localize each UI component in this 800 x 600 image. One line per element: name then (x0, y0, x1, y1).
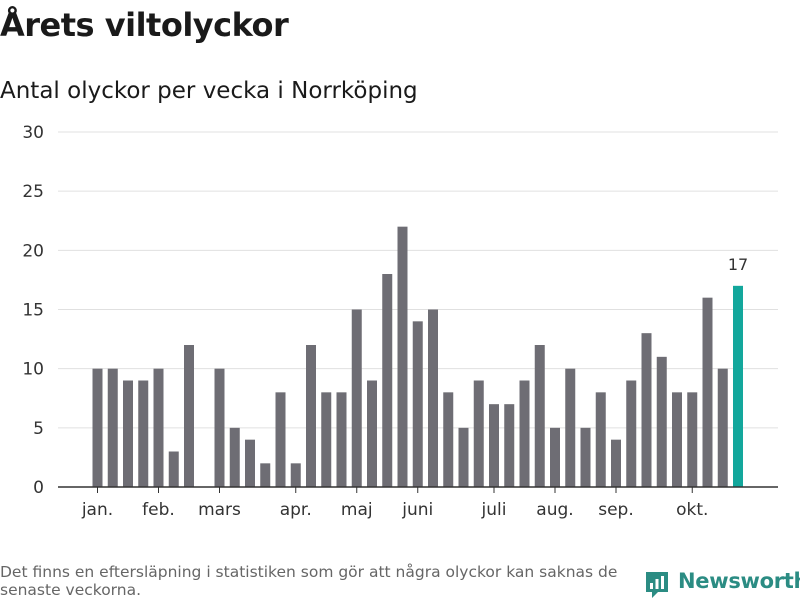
x-tick-label: jan. (81, 500, 113, 520)
x-tick-label: apr. (280, 500, 312, 520)
bar (382, 274, 393, 487)
bar (138, 380, 149, 487)
bar (489, 404, 499, 487)
bar (534, 345, 545, 487)
newsworthy-logo-icon (646, 572, 668, 598)
brand-name: Newsworthy (678, 569, 800, 593)
bar (519, 380, 530, 487)
bar (687, 392, 698, 487)
bars: 17 (92, 226, 748, 487)
bar (306, 345, 316, 487)
bar (290, 463, 301, 487)
bar (458, 427, 469, 487)
highlight-value-label: 17 (728, 255, 748, 274)
bar (229, 427, 240, 487)
x-tick-label: maj (341, 500, 373, 520)
footnote: Det finns en eftersläpning i statistiken… (0, 563, 618, 599)
bar (428, 309, 438, 487)
bar (123, 380, 133, 487)
bar (565, 368, 576, 487)
bar (260, 463, 271, 487)
y-tick-label: 30 (22, 123, 44, 143)
bar (351, 309, 362, 487)
bar (580, 427, 591, 487)
bar (107, 368, 118, 487)
chart-subtitle: Antal olyckor per vecka i Norrköping (0, 78, 418, 104)
x-tick-label: feb. (142, 500, 175, 520)
y-tick-label: 20 (22, 241, 44, 261)
bar (397, 226, 408, 487)
bar (321, 392, 332, 487)
bar (92, 368, 103, 487)
y-tick-label: 0 (33, 478, 44, 498)
bar (672, 392, 682, 487)
x-axis-ticks: jan. feb. mars apr. maj juni juli aug. sep. okt. (81, 487, 708, 520)
x-tick-label: juni (401, 500, 433, 520)
bar (550, 427, 560, 487)
x-tick-label: juli (481, 500, 507, 520)
x-tick-label: sep. (598, 500, 634, 520)
y-axis-ticks: 0 5 10 15 20 25 30 (22, 123, 44, 498)
chart-title: Årets viltolyckor (0, 6, 289, 44)
x-tick-label: mars (198, 500, 241, 520)
bar (412, 321, 423, 487)
bar (702, 297, 713, 487)
bar (611, 439, 621, 487)
bar (656, 356, 667, 487)
bar (184, 345, 194, 487)
y-tick-label: 5 (33, 419, 44, 439)
bar-highlight (733, 285, 743, 487)
bar (473, 380, 484, 487)
newsworthy-logo: Newsworthy (644, 568, 800, 600)
bar (626, 380, 637, 487)
bar (153, 368, 164, 487)
x-tick-label: aug. (536, 500, 573, 520)
bar (336, 392, 347, 487)
bar (504, 404, 515, 487)
bar (443, 392, 454, 487)
x-tick-label: okt. (676, 500, 708, 520)
bar (367, 380, 377, 487)
bar (275, 392, 286, 487)
bar (245, 439, 255, 487)
y-tick-label: 10 (22, 360, 44, 380)
y-tick-label: 25 (22, 182, 44, 202)
bar (214, 368, 225, 487)
bar (717, 368, 728, 487)
bar (168, 451, 179, 487)
y-tick-label: 15 (22, 301, 44, 321)
bar (641, 333, 652, 487)
bar (595, 392, 606, 487)
